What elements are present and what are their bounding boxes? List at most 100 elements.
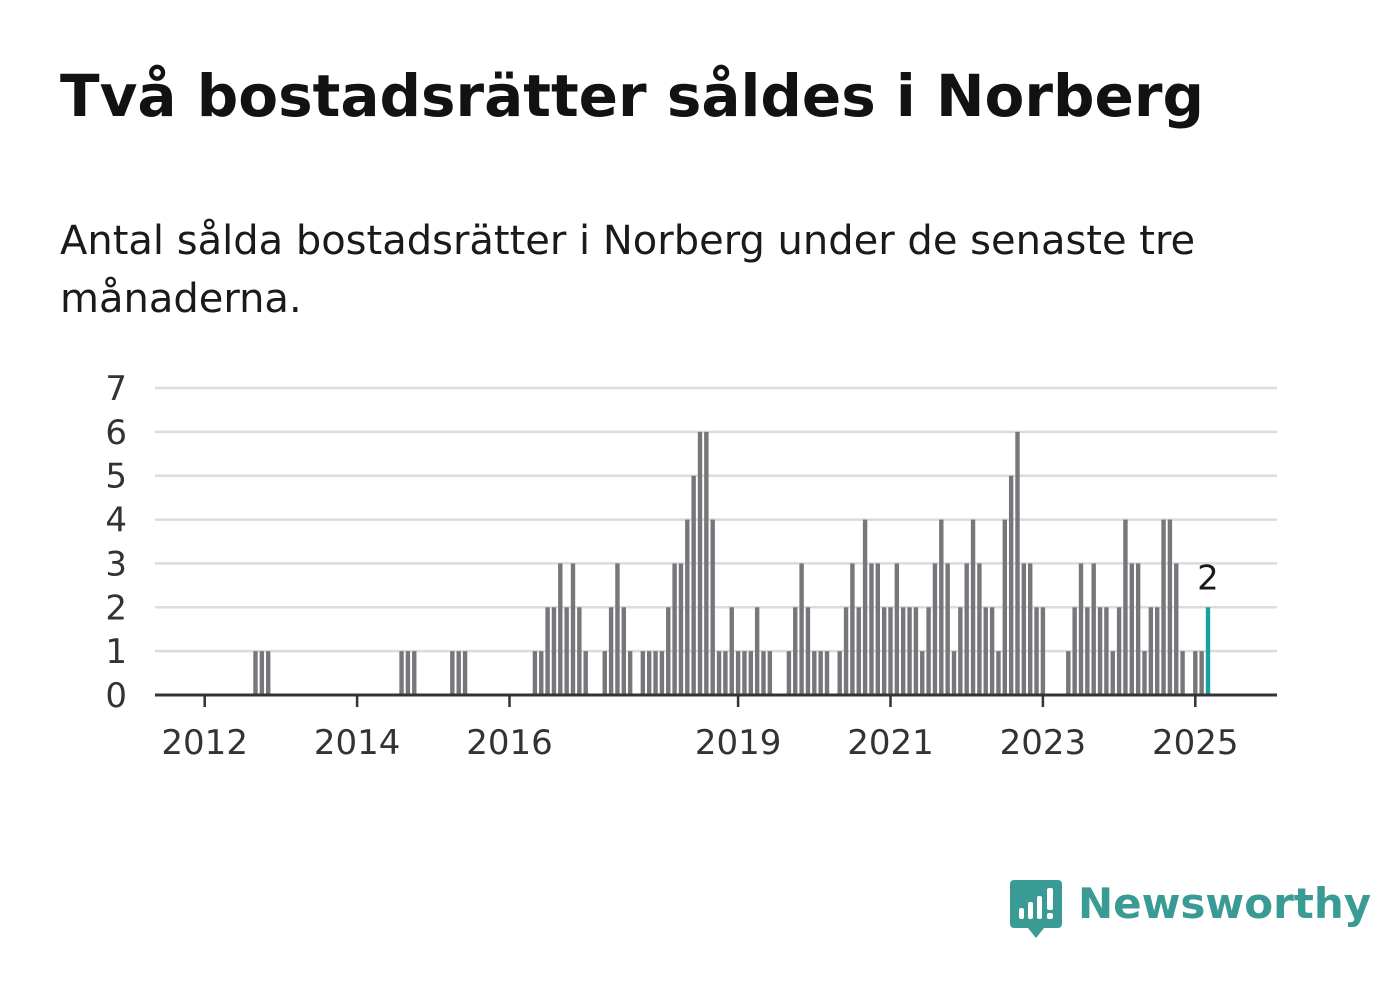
newsworthy-logo-icon — [1010, 880, 1062, 938]
bar — [704, 431, 709, 695]
bar — [1142, 651, 1147, 695]
bar — [532, 651, 538, 695]
x-tick-label: 2012 — [161, 723, 248, 763]
gridlines — [155, 386, 1277, 653]
bar — [640, 651, 646, 695]
bar — [1148, 607, 1154, 695]
y-tick-label: 4 — [105, 501, 127, 541]
bar — [913, 607, 919, 695]
bar — [456, 651, 461, 695]
bar — [1078, 563, 1084, 695]
bar — [672, 563, 677, 695]
bar — [907, 607, 912, 695]
bar — [926, 607, 931, 695]
bar — [875, 563, 880, 695]
bar — [1034, 607, 1039, 695]
bar — [754, 607, 760, 695]
bar — [627, 651, 633, 695]
bar — [551, 607, 557, 695]
bar — [869, 563, 874, 695]
bar — [761, 651, 766, 695]
bar — [558, 563, 563, 695]
bar — [723, 651, 728, 695]
bar — [716, 651, 722, 695]
bar — [647, 651, 652, 695]
brand-name: Newsworthy — [1078, 879, 1372, 928]
bar — [570, 563, 576, 695]
bar — [462, 651, 468, 695]
bar — [621, 607, 626, 695]
bar — [539, 651, 544, 695]
bar — [545, 607, 550, 695]
bar — [1104, 607, 1109, 695]
bar — [1155, 607, 1160, 695]
x-axis-ticks: 2012 2014 2016 2019 2021 2023 2025 — [161, 695, 1239, 763]
bar — [1135, 563, 1141, 695]
bar — [266, 651, 271, 695]
y-tick-label: 3 — [105, 544, 127, 584]
bar — [812, 651, 817, 695]
bar — [1174, 563, 1179, 695]
x-tick-label: 2023 — [1000, 723, 1087, 763]
bar — [1193, 651, 1198, 695]
bar — [843, 607, 849, 695]
bar — [608, 607, 614, 695]
bar — [977, 563, 982, 695]
bar — [964, 563, 969, 695]
data-labels: 2 — [1197, 558, 1219, 598]
y-tick-label: 7 — [105, 369, 127, 409]
bar — [799, 563, 804, 695]
data-label: 2 — [1197, 558, 1219, 598]
bar — [450, 651, 455, 695]
bar — [1129, 563, 1134, 695]
bar — [1066, 651, 1071, 695]
bar — [837, 651, 842, 695]
bar — [970, 519, 976, 695]
y-tick-label: 0 — [105, 676, 127, 716]
bar — [1116, 607, 1122, 695]
y-tick-label: 5 — [105, 457, 127, 497]
bar — [691, 475, 696, 695]
bar — [577, 607, 582, 695]
bar — [697, 431, 703, 695]
bar — [735, 651, 741, 695]
bar — [615, 563, 620, 695]
bar — [920, 651, 925, 695]
bar — [742, 651, 747, 695]
bar — [945, 563, 950, 695]
bar — [1123, 519, 1128, 695]
x-tick-label: 2016 — [466, 723, 553, 763]
bar — [1110, 651, 1115, 695]
bar — [1161, 519, 1166, 695]
bar — [685, 519, 690, 695]
bar — [748, 651, 753, 695]
bar — [1091, 563, 1096, 695]
bar — [583, 651, 588, 695]
bar — [659, 651, 665, 695]
bar — [412, 651, 417, 695]
bar — [1097, 607, 1103, 695]
bar — [881, 607, 887, 695]
bar — [405, 651, 411, 695]
bar — [939, 519, 944, 695]
bar — [1180, 651, 1185, 695]
bar — [805, 607, 811, 695]
bar — [932, 563, 938, 695]
bar — [786, 651, 792, 695]
bar — [996, 651, 1001, 695]
x-tick-label: 2014 — [314, 723, 401, 763]
bar — [850, 563, 855, 695]
y-tick-label: 6 — [105, 413, 127, 453]
bar — [710, 519, 715, 695]
bar — [901, 607, 906, 695]
bar — [253, 651, 258, 695]
y-tick-label: 2 — [105, 588, 127, 628]
bar — [1040, 607, 1046, 695]
x-tick-label: 2019 — [695, 723, 782, 763]
bar — [259, 651, 265, 695]
bar — [983, 607, 988, 695]
bar — [1085, 607, 1090, 695]
bar — [1008, 475, 1014, 695]
bar — [1199, 651, 1204, 695]
bar — [958, 607, 963, 695]
